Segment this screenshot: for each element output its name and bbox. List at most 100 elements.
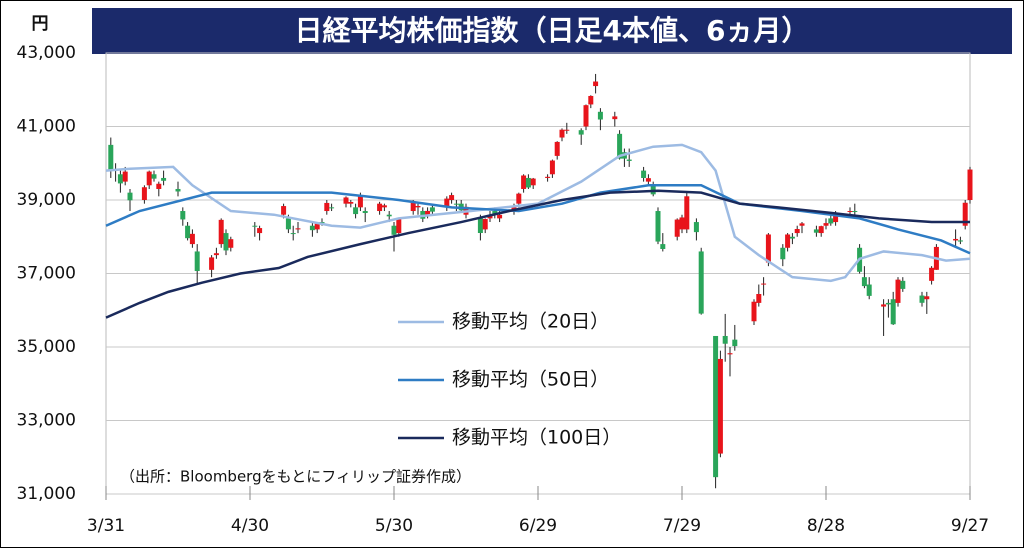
candle-body — [617, 133, 623, 159]
legend-label: 移動平均（50日） — [452, 369, 609, 391]
candle-body — [660, 244, 666, 249]
candle-body — [684, 196, 690, 230]
candle-body — [626, 159, 632, 161]
y-tick-label: 31,000 — [17, 484, 76, 504]
y-tick-label: 43,000 — [17, 43, 76, 63]
candle-body — [751, 301, 757, 322]
candle-body — [861, 277, 867, 287]
candle-body — [295, 228, 301, 230]
candle-body — [329, 207, 335, 209]
candle-body — [223, 233, 229, 251]
candle-body — [833, 212, 839, 223]
candle-body — [674, 219, 680, 237]
candle-body — [357, 196, 363, 208]
x-tick-label: 8/28 — [807, 516, 845, 536]
candle-body — [655, 211, 661, 242]
candle-body — [895, 279, 901, 303]
candle-body — [530, 178, 536, 186]
candle-body — [146, 171, 152, 186]
candle-body — [156, 183, 162, 189]
candle-body — [756, 294, 762, 303]
candle-body — [314, 223, 320, 230]
candle-body — [410, 202, 416, 212]
candle-body — [818, 226, 824, 234]
candle-body — [679, 217, 685, 230]
candle-body — [761, 283, 767, 285]
candle-body — [492, 211, 498, 214]
candle-body — [693, 222, 699, 233]
candle-body — [127, 192, 133, 201]
candle-body — [108, 144, 114, 171]
chart-title: 日経平均株価指数（日足4本値、6ヵ月） — [295, 14, 810, 47]
candle-body — [429, 207, 435, 212]
candle-body — [525, 177, 531, 188]
candle-body — [765, 234, 771, 263]
candle-body — [578, 130, 584, 135]
x-tick-label: 9/27 — [951, 516, 989, 536]
candle-body — [713, 335, 719, 478]
candle-body — [175, 188, 181, 192]
candle-body — [698, 251, 704, 314]
candle-body — [957, 240, 963, 242]
candle-body — [228, 239, 234, 248]
candle-body — [881, 304, 887, 307]
candle-body — [425, 210, 431, 215]
moving-average-line — [105, 189, 970, 319]
candle-body — [554, 141, 560, 156]
candle-body — [348, 201, 354, 204]
candle-body — [396, 218, 402, 234]
candle-body — [281, 206, 287, 215]
y-tick-label: 33,000 — [17, 411, 76, 431]
candle-body — [252, 225, 258, 227]
candle-body — [122, 171, 128, 182]
candle-body — [185, 225, 191, 239]
candle-body — [218, 219, 224, 245]
candle-body — [257, 228, 263, 234]
candle-body — [722, 335, 728, 344]
x-tick-label: 6/29 — [519, 516, 557, 536]
moving-average-line — [105, 184, 971, 255]
candle-body — [799, 223, 805, 226]
candle-body — [209, 257, 215, 270]
candle-body — [497, 214, 503, 219]
legend-label: 移動平均（20日） — [452, 311, 609, 333]
candle-body — [521, 175, 527, 189]
y-tick-label: 39,000 — [17, 190, 76, 210]
candle-body — [929, 267, 935, 281]
candle-body — [785, 234, 791, 248]
candle-body — [789, 236, 795, 239]
candle-body — [559, 129, 565, 138]
candle-body — [482, 219, 488, 230]
candle-body — [151, 174, 157, 179]
candle-body — [794, 228, 800, 234]
candle-body — [285, 218, 291, 230]
y-tick-label: 35,000 — [17, 337, 76, 357]
candle-body — [353, 207, 359, 215]
y-tick-label: 41,000 — [17, 117, 76, 137]
candle-body — [962, 202, 968, 226]
candle-body — [823, 223, 829, 226]
candle-body — [290, 233, 296, 235]
candle-body — [391, 225, 397, 235]
candle-body — [194, 251, 200, 272]
y-tick-label: 37,000 — [17, 264, 76, 284]
candle-body — [386, 214, 392, 217]
candle-body — [717, 358, 723, 454]
candle-body — [362, 211, 368, 214]
candle-body — [919, 295, 925, 303]
candle-body — [953, 238, 959, 241]
candle-body — [449, 195, 455, 200]
x-tick-label: 3/31 — [87, 516, 125, 536]
candle-body — [213, 253, 219, 256]
candle-body — [885, 302, 891, 305]
candle-body — [813, 229, 819, 233]
candle-body — [516, 193, 522, 204]
candle-body — [593, 81, 599, 87]
candle-body — [727, 353, 733, 355]
x-tick-label: 7/29 — [663, 516, 701, 536]
candle-body — [645, 178, 651, 182]
candle-body — [967, 169, 973, 200]
candle-body — [117, 174, 123, 184]
candle-body — [319, 222, 325, 224]
